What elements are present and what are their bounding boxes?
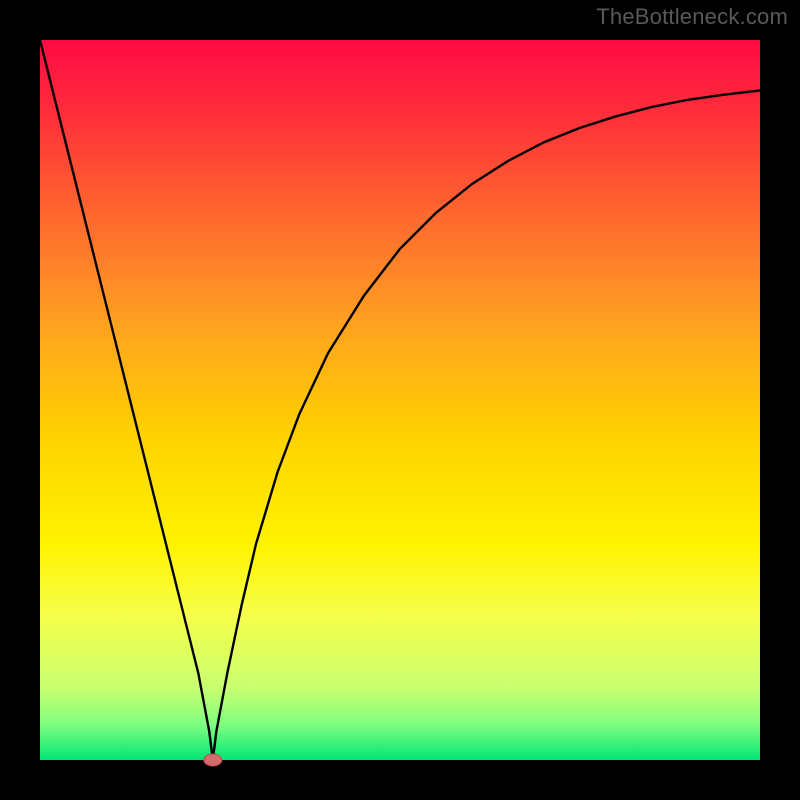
chart-plot-background xyxy=(40,40,760,760)
chart-container: TheBottleneck.com xyxy=(0,0,800,800)
bottleneck-minimum-marker xyxy=(204,754,222,766)
watermark-text: TheBottleneck.com xyxy=(596,4,788,30)
bottleneck-chart xyxy=(0,0,800,800)
